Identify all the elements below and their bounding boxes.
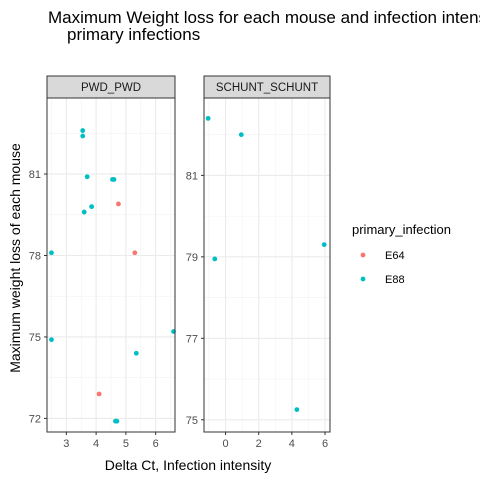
data-point-e88 bbox=[81, 209, 87, 215]
chart-title-line-2: primary infections bbox=[67, 25, 200, 44]
y-tick-label: 77 bbox=[186, 333, 198, 345]
y-axis-title: Maximum weight loss of each mouse bbox=[7, 143, 23, 373]
data-point-e88 bbox=[114, 418, 120, 424]
data-point-e88 bbox=[84, 174, 90, 180]
legend: primary_infection E64 E88 bbox=[352, 222, 451, 286]
legend-item-e88: E88 bbox=[360, 274, 405, 286]
data-point-e88 bbox=[205, 115, 211, 121]
y-tick-label: 78 bbox=[29, 250, 41, 262]
facet-strip-label: PWD_PWD bbox=[81, 82, 141, 94]
data-point-e88 bbox=[80, 128, 86, 133]
y-tick-label: 79 bbox=[186, 252, 198, 264]
y-tick-label: 81 bbox=[186, 170, 198, 182]
x-tick-label: 2 bbox=[256, 438, 262, 450]
data-point-e88 bbox=[80, 133, 86, 139]
data-point-e88 bbox=[238, 132, 244, 138]
x-axis-title: Delta Ct, Infection intensity bbox=[105, 457, 272, 473]
legend-key bbox=[360, 252, 366, 258]
chart-title-line-1: Maximum Weight loss for each mouse and i… bbox=[48, 8, 480, 27]
panel-pwd-pwd: PWD_PWD 3 4 5 6 72 75 78 81 bbox=[29, 75, 176, 450]
data-point-e88 bbox=[49, 250, 54, 256]
data-point-e64 bbox=[132, 250, 138, 256]
panel-background bbox=[204, 98, 330, 432]
legend-entries: E64 E88 bbox=[360, 250, 405, 286]
data-point-e88 bbox=[212, 256, 218, 262]
x-tick-label: 6 bbox=[322, 438, 328, 450]
data-point-e88 bbox=[133, 350, 139, 356]
panel-schunt-schunt: SCHUNT_SCHUNT 0 2 4 6 75 77 79 81 bbox=[186, 75, 331, 450]
data-point-e64 bbox=[96, 391, 102, 397]
legend-label: E64 bbox=[385, 250, 405, 262]
facet-strip-label: SCHUNT_SCHUNT bbox=[216, 82, 318, 94]
x-tick-label: 0 bbox=[222, 438, 228, 450]
data-point-e88 bbox=[49, 337, 54, 343]
data-point-e88 bbox=[111, 177, 117, 182]
legend-title: primary_infection bbox=[352, 222, 451, 237]
legend-key bbox=[360, 276, 366, 282]
panel-border bbox=[203, 97, 331, 433]
y-tick-label: 75 bbox=[186, 415, 198, 427]
y-tick-label: 75 bbox=[29, 332, 41, 344]
data-point-e64 bbox=[116, 201, 121, 207]
y-tick-label: 81 bbox=[29, 169, 41, 181]
x-tick-label: 4 bbox=[289, 438, 295, 450]
legend-item-e64: E64 bbox=[360, 250, 405, 262]
data-point-e88 bbox=[321, 242, 327, 248]
panel-border bbox=[46, 97, 176, 433]
legend-label: E88 bbox=[385, 274, 405, 286]
x-tick-label: 6 bbox=[153, 438, 159, 450]
facet-panels: PWD_PWD 3 4 5 6 72 75 78 81 SCHUNT_SCHUNT 0 2 4 6 75 77… bbox=[29, 75, 331, 450]
x-tick-label: 4 bbox=[93, 438, 99, 450]
data-point-e88 bbox=[89, 204, 95, 210]
data-point-e88 bbox=[294, 407, 300, 412]
y-tick-label: 72 bbox=[29, 413, 41, 425]
x-tick-label: 5 bbox=[123, 438, 129, 450]
x-tick-label: 3 bbox=[63, 438, 69, 450]
